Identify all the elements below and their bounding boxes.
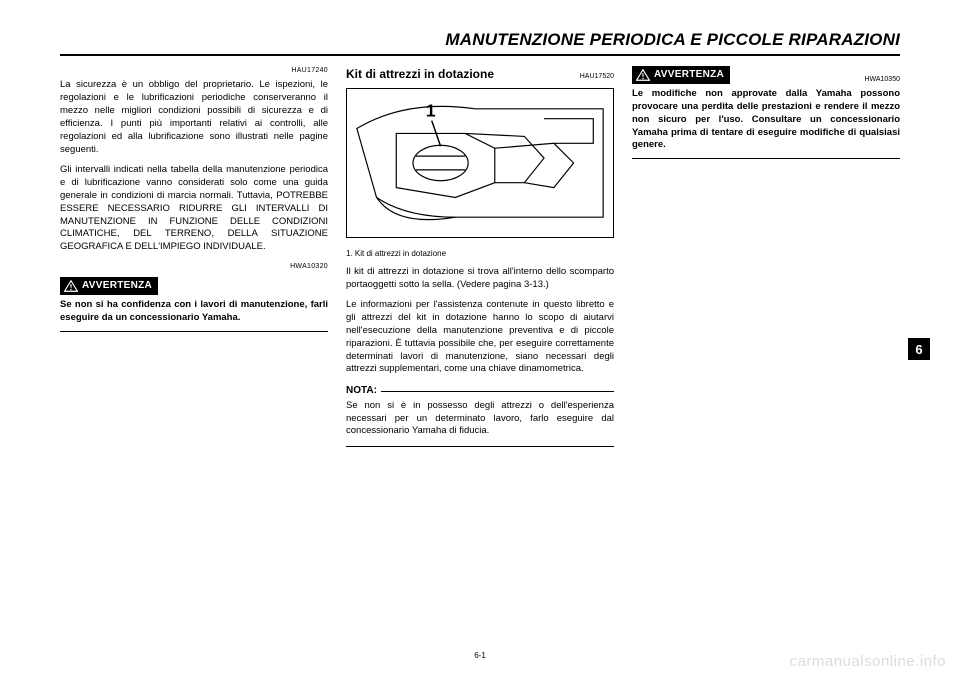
chapter-number: 6 [915,342,922,357]
section-title-row: Kit di attrezzi in dotazione HAU17520 [346,66,614,82]
nota-heading: NOTA: [346,384,614,398]
warning-badge: AVVERTENZA [60,277,158,295]
toolkit-illustration: 1 [346,88,614,238]
warning-label: AVVERTENZA [82,279,152,293]
page-title: MANUTENZIONE PERIODICA E PICCOLE RIPARAZ… [60,30,900,50]
ref-code: HAU17240 [60,66,328,75]
ref-code: HWA10350 [864,75,900,84]
col3-header-row: AVVERTENZA HWA10350 [632,66,900,84]
intro-paragraph-2: Gli intervalli indicati nella tabella de… [60,164,328,254]
section-title: Kit di attrezzi in dotazione [346,66,494,82]
ref-code: HWA10320 [60,262,328,271]
col2-paragraph-2: Le informazioni per l'assistenza contenu… [346,299,614,376]
warning-text: Le modifiche non approvate dalla Yamaha … [632,88,900,152]
warning-triangle-icon [64,280,78,292]
divider [60,331,328,332]
content-columns: HAU17240 La sicurezza è un obbligo del p… [60,66,900,447]
column-2: Kit di attrezzi in dotazione HAU17520 [346,66,614,447]
nota-label: NOTA: [346,384,377,398]
ref-code: HAU17520 [580,72,614,81]
illustration-caption: 1. Kit di attrezzi in dotazione [346,249,614,260]
divider [632,158,900,159]
warning-label: AVVERTENZA [654,68,724,82]
intro-paragraph-1: La sicurezza è un obbligo del proprietar… [60,79,328,156]
nota-rule [381,391,614,392]
column-3: AVVERTENZA HWA10350 Le modifiche non app… [632,66,900,447]
warning-text: Se non si ha confidenza con i lavori di … [60,299,328,325]
nota-text: Se non si è in possesso degli attrezzi o… [346,400,614,438]
callout-1: 1 [426,101,436,121]
chapter-tab: 6 [908,338,930,360]
warning-triangle-icon [636,69,650,81]
warning-badge: AVVERTENZA [632,66,730,84]
page-number: 6-1 [0,651,960,660]
column-1: HAU17240 La sicurezza è un obbligo del p… [60,66,328,447]
page-header: MANUTENZIONE PERIODICA E PICCOLE RIPARAZ… [60,30,900,56]
col2-paragraph-1: Il kit di attrezzi in dotazione si trova… [346,266,614,292]
divider [346,446,614,447]
manual-page: MANUTENZIONE PERIODICA E PICCOLE RIPARAZ… [0,0,960,678]
